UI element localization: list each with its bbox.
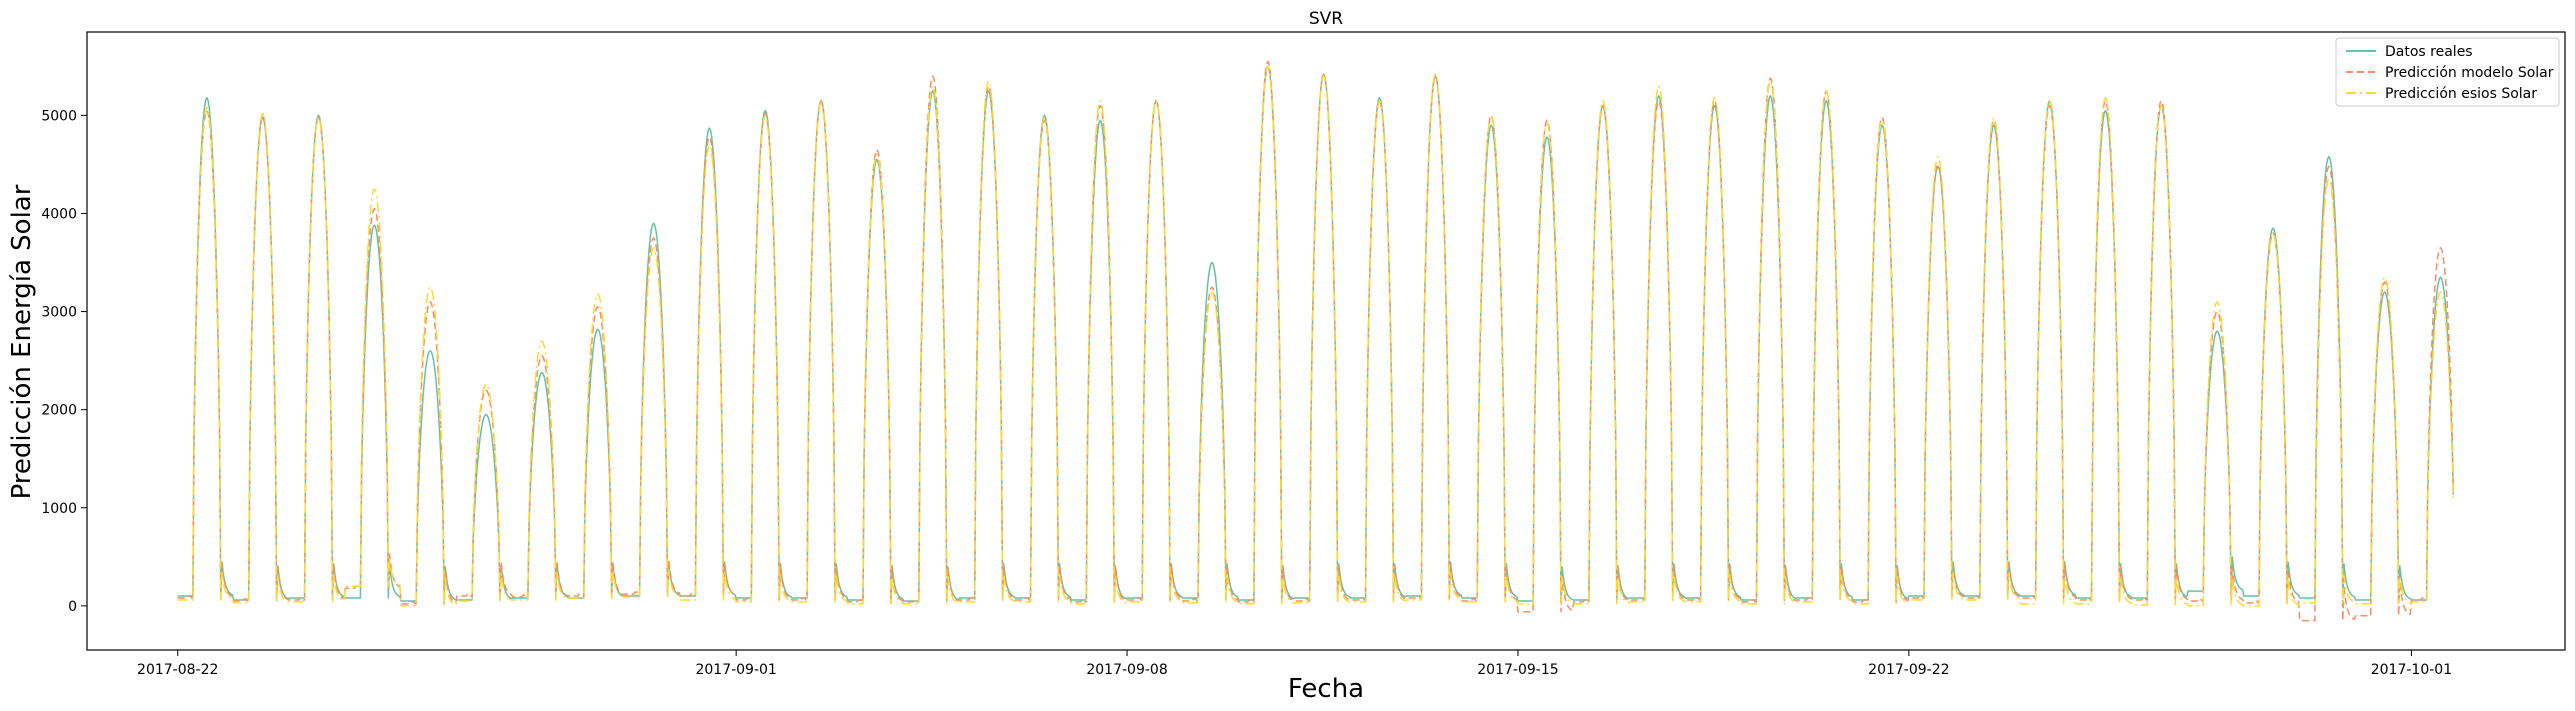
y-tick-label: 1000 bbox=[41, 501, 77, 517]
series-prediccion-modelo bbox=[177, 60, 2455, 622]
chart-title: SVR bbox=[1309, 9, 1343, 29]
y-tick-label: 5000 bbox=[41, 108, 77, 124]
y-tick-label: 0 bbox=[68, 599, 77, 615]
x-axis-title: Fecha bbox=[1288, 674, 1364, 704]
x-tick-label: 2017-09-15 bbox=[1477, 662, 1558, 678]
series-layer bbox=[177, 60, 2455, 622]
legend-label-datos-reales: Datos reales bbox=[2385, 44, 2473, 60]
legend-frame bbox=[2335, 37, 2560, 107]
x-tick-label: 2017-09-01 bbox=[695, 662, 776, 678]
plot-frame bbox=[86, 31, 2566, 651]
series-prediccion-esios bbox=[177, 65, 2455, 607]
x-tick-label: 2017-10-01 bbox=[2371, 662, 2452, 678]
y-tick-label: 3000 bbox=[41, 305, 77, 321]
y-tick-label: 2000 bbox=[41, 403, 77, 419]
plot-area bbox=[86, 31, 2566, 651]
x-axis: 2017-08-22 2017-09-01 2017-09-08 2017-09-15… bbox=[137, 650, 2452, 678]
legend: Datos reales Predicción modelo Solar Pre… bbox=[2335, 37, 2560, 107]
x-tick-label: 2017-09-22 bbox=[1868, 662, 1949, 678]
y-axis-title: Predicción Energía Solar bbox=[7, 184, 37, 499]
y-tick-label: 4000 bbox=[41, 206, 77, 222]
y-axis: 0 1000 2000 3000 4000 5000 bbox=[41, 108, 87, 615]
legend-label-prediccion-modelo: Predicción modelo Solar bbox=[2385, 65, 2554, 81]
legend-label-prediccion-esios: Predicción esios Solar bbox=[2385, 86, 2537, 102]
x-tick-label: 2017-09-08 bbox=[1086, 662, 1167, 678]
x-tick-label: 2017-08-22 bbox=[137, 662, 218, 678]
